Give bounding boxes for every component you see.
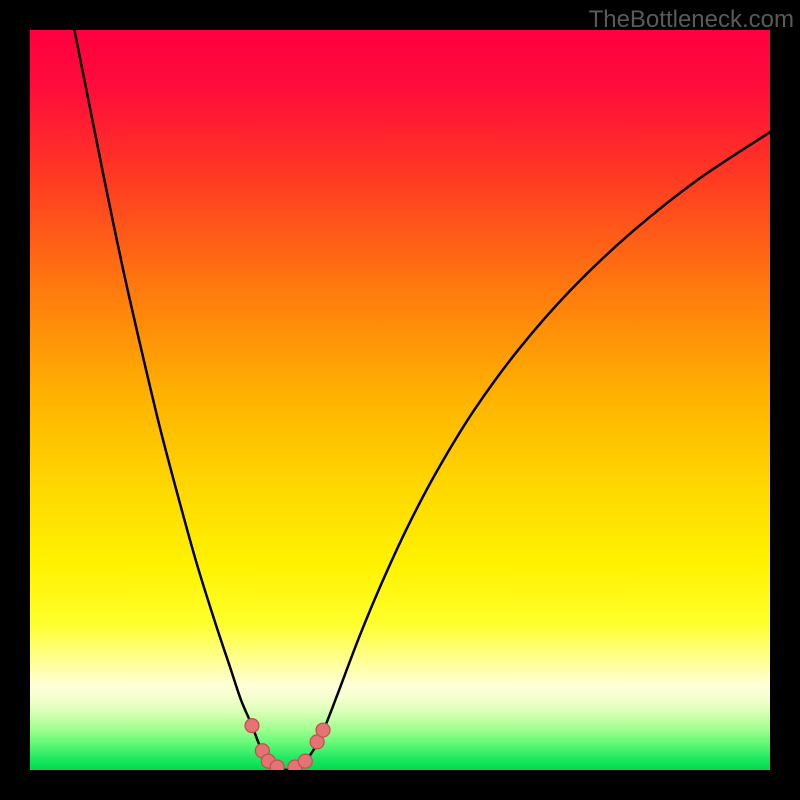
bottleneck-curve (74, 30, 770, 770)
plot-area (30, 30, 770, 770)
data-marker (245, 719, 259, 733)
data-marker (316, 723, 330, 737)
chart-container: TheBottleneck.com (0, 0, 800, 800)
data-marker (270, 760, 284, 770)
curves-layer (30, 30, 770, 770)
watermark-text: TheBottleneck.com (589, 6, 794, 34)
data-marker (298, 754, 312, 768)
